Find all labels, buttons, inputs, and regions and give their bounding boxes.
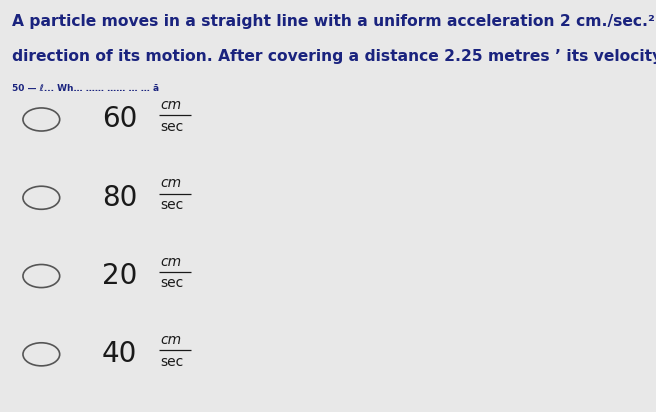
Text: sec: sec <box>161 198 184 212</box>
Text: direction of its motion. After covering a distance 2.25 metres ’ its velocity be: direction of its motion. After covering … <box>12 49 656 64</box>
Text: sec: sec <box>161 355 184 369</box>
Text: 50 — ℓ... Wh… …… …… … … ã: 50 — ℓ... Wh… …… …… … … ã <box>12 84 159 94</box>
Text: cm: cm <box>161 176 182 190</box>
Text: 60: 60 <box>102 105 137 133</box>
Text: 40: 40 <box>102 340 137 368</box>
Text: 80: 80 <box>102 184 137 212</box>
Text: A particle moves in a straight line with a uniform acceleration 2 cm./sec.² in t: A particle moves in a straight line with… <box>12 14 656 29</box>
Text: 20: 20 <box>102 262 137 290</box>
Text: sec: sec <box>161 120 184 134</box>
Text: sec: sec <box>161 276 184 290</box>
Text: cm: cm <box>161 255 182 269</box>
Text: cm: cm <box>161 98 182 112</box>
Text: cm: cm <box>161 333 182 347</box>
